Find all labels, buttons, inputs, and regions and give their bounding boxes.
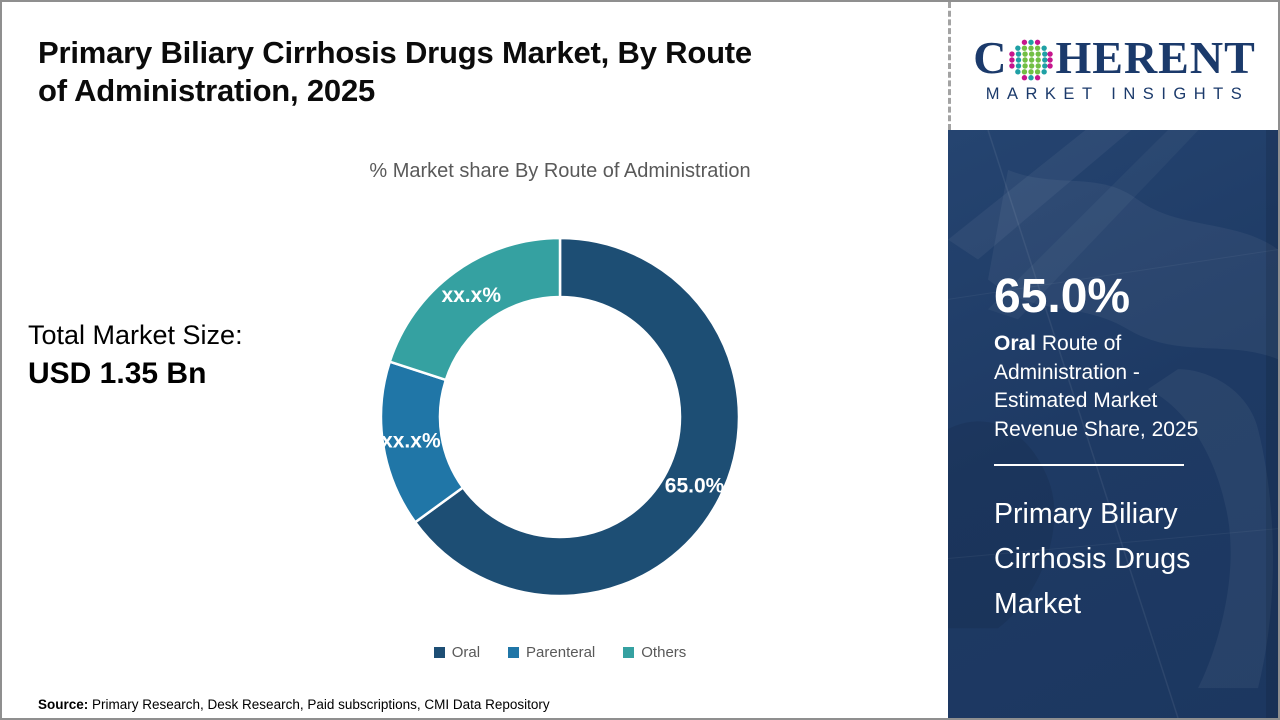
legend-label-others: Others [641,644,687,661]
donut-slice-others [388,236,562,382]
source-note-label: Source: [38,697,89,712]
dotted-globe-icon [1009,39,1054,80]
donut-chart: 65.0% xx.x% xx.x% [370,227,750,607]
highlight-stat-description: Oral Route of Administration - Estimated… [994,330,1212,444]
highlight-stat-segment: Oral [994,332,1037,356]
donut-label-parenteral: xx.x% [381,430,441,453]
donut-chart-svg: 65.0% xx.x% xx.x% [379,236,741,598]
page-title-line2: of Administration, 2025 [38,73,376,108]
donut-label-oral: 65.0% [665,475,725,498]
chart-area: Primary Biliary Cirrhosis Drugs Market, … [2,2,948,718]
legend-marker-parenteral-icon [508,647,520,658]
page-title: Primary Biliary Cirrhosis Drugs Market, … [38,34,918,110]
logo-wordmark: C HERENT [973,31,1256,83]
donut-label-others: xx.x% [441,284,501,307]
source-note: Source: Primary Research, Desk Research,… [38,697,550,712]
page-title-line1: Primary Biliary Cirrhosis Drugs Market, … [38,35,752,70]
highlight-stat-text: Route of Administration - Estimated Mark… [994,332,1199,441]
highlight-panel: 65.0% Oral Route of Administration - Est… [948,130,1278,718]
divider-line [994,464,1184,467]
legend-item-oral: Oral [433,644,481,661]
company-logo: C HERENT [948,2,1278,130]
total-market-size-label: Total Market Size: [28,320,243,350]
sidebar: C HERENT [948,2,1278,718]
chart-legend: Oral Parenteral Others [200,644,920,661]
logo-letter-c: C [973,31,1008,83]
chart-subtitle: % Market share By Route of Administratio… [369,160,751,182]
legend-label-parenteral: Parenteral [526,644,596,661]
legend-item-others: Others [623,644,686,661]
legend-marker-others-icon [623,647,635,658]
legend-marker-oral-icon [433,647,445,658]
donut-slice-oral [413,236,741,598]
highlight-stat-value: 65.0% [994,270,1131,323]
logo-tagline: MARKET INSIGHTS [985,84,1250,103]
legend-item-parenteral: Parenteral [508,644,595,661]
logo-letters-rest: HERENT [1055,31,1256,83]
source-note-text: Primary Research, Desk Research, Paid su… [88,697,550,712]
highlight-content: 65.0% Oral Route of Administration - Est… [994,270,1248,627]
total-market-size: Total Market Size: USD 1.35 Bn [28,320,243,391]
total-market-size-value: USD 1.35 Bn [28,357,207,390]
legend-label-oral: Oral [451,644,481,661]
market-name: Primary Biliary Cirrhosis Drugs Market [994,498,1191,621]
